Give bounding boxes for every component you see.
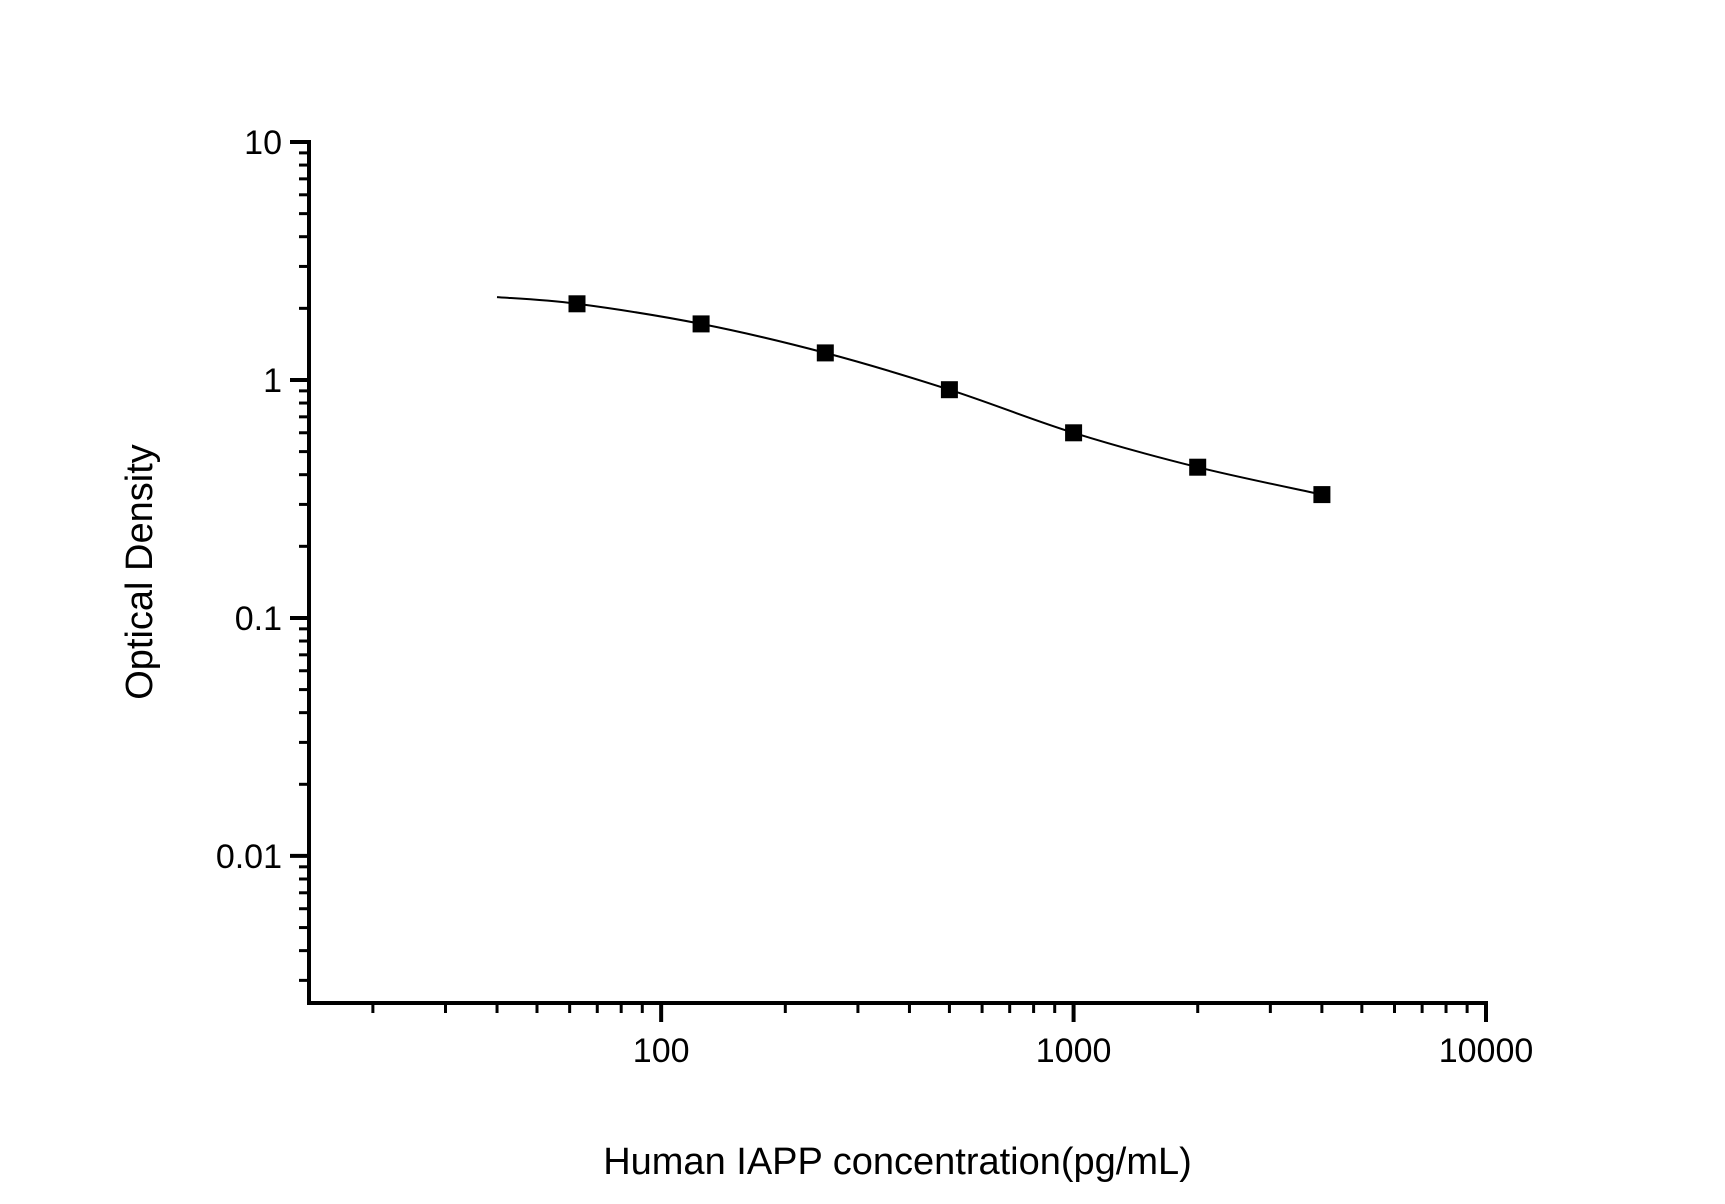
fit-curve bbox=[496, 296, 1323, 496]
x-tick-label: 100 bbox=[633, 1032, 690, 1070]
data-point-marker bbox=[568, 295, 586, 313]
x-tick-label: 10000 bbox=[1439, 1032, 1534, 1070]
data-point-marker bbox=[1189, 458, 1207, 476]
y-tick-label: 1 bbox=[263, 362, 282, 400]
y-tick-label: 10 bbox=[244, 124, 282, 162]
x-axis-title: Human IAPP concentration(pg/mL) bbox=[603, 1141, 1192, 1183]
y-axis-title: Optical Density bbox=[119, 444, 161, 700]
x-tick-label: 1000 bbox=[1036, 1032, 1112, 1070]
data-point-marker bbox=[1065, 424, 1083, 442]
data-point-marker bbox=[1313, 486, 1331, 504]
data-point-marker bbox=[692, 315, 710, 333]
data-point-marker bbox=[940, 381, 958, 399]
data-point-marker bbox=[816, 344, 834, 362]
y-tick-label: 0.01 bbox=[216, 838, 282, 876]
axes-line bbox=[307, 140, 1488, 1005]
y-tick-label: 0.1 bbox=[235, 600, 282, 638]
